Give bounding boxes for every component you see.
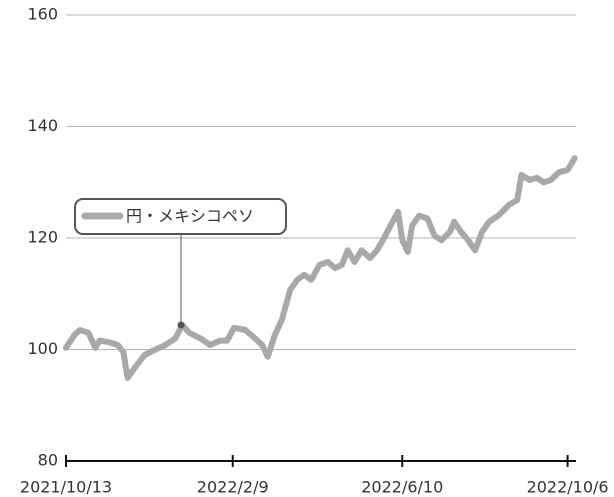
legend-label: 円・メキシコペソ [126, 207, 254, 226]
legend-anchor [177, 321, 185, 329]
x-tick-label: 2022/6/10 [361, 478, 443, 497]
legend-box [74, 198, 287, 235]
y-tick-label: 80 [38, 451, 58, 470]
x-tick-label: 2022/2/9 [197, 478, 269, 497]
y-tick-label: 140 [27, 116, 58, 135]
x-tick-label: 2021/10/13 [20, 478, 112, 497]
y-tick-label: 160 [27, 5, 58, 24]
y-tick-label: 120 [27, 228, 58, 247]
legend: 円・メキシコペソ [74, 198, 287, 329]
x-tick-label: 2022/10/6 [527, 478, 609, 497]
y-tick-label: 100 [27, 339, 58, 358]
price-line [63, 155, 578, 381]
